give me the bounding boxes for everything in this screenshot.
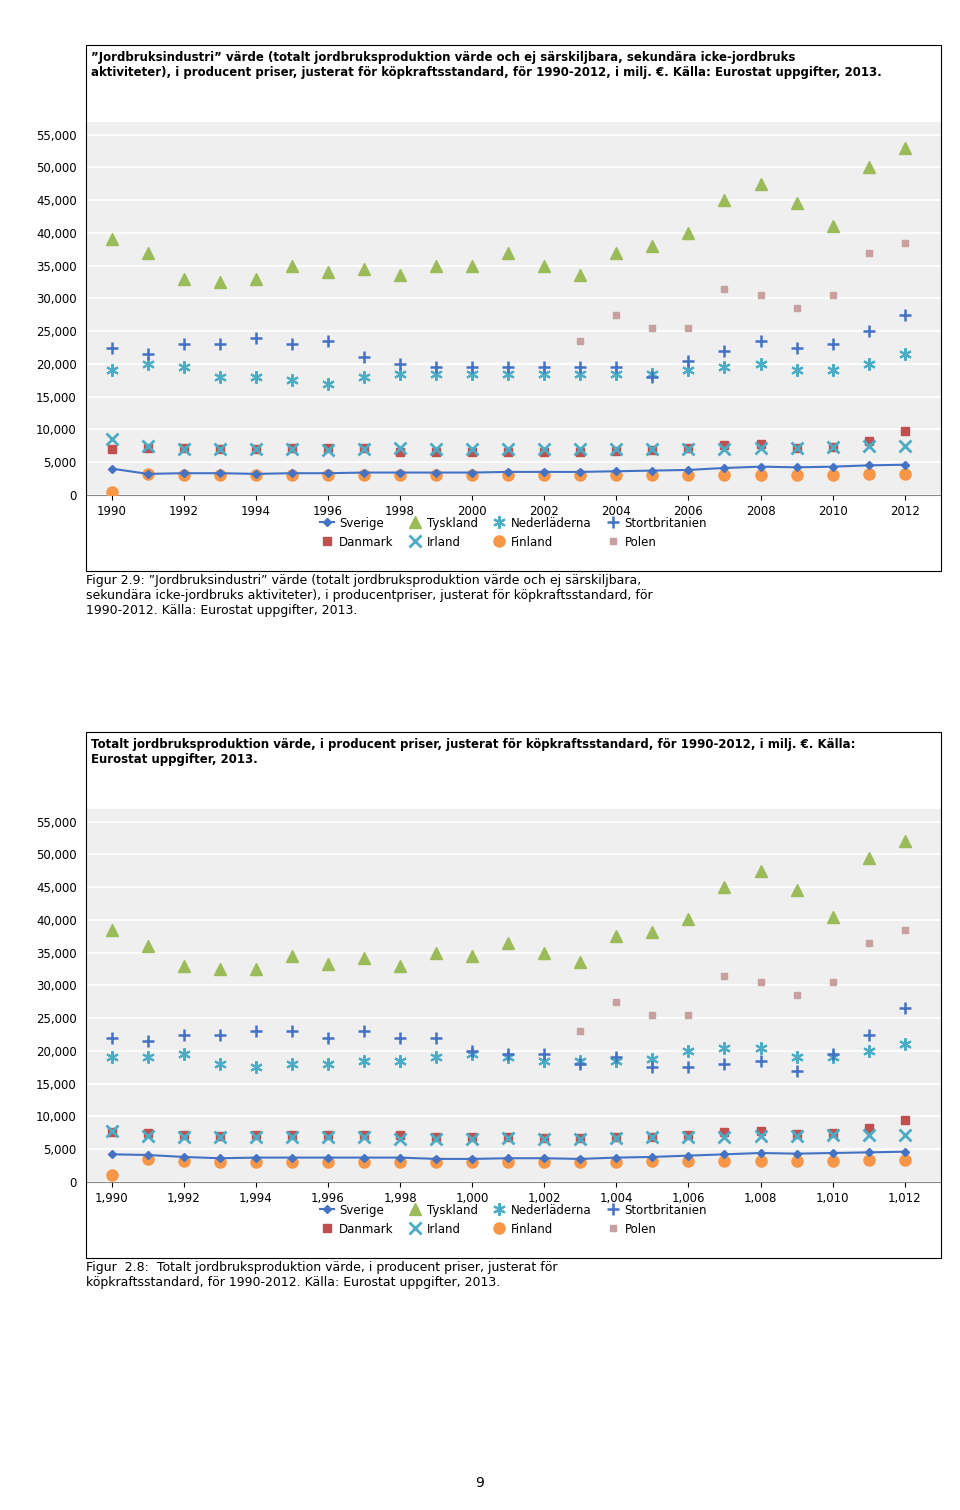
Legend: Sverige, Danmark, Tyskland, Irland, Nederläderna, Finland, Stortbritanien, Polen: Sverige, Danmark, Tyskland, Irland, Nede… [321, 516, 707, 550]
Text: Figur  2.8:  Totalt jordbruksproduktion värde, i producent priser, justerat för
: Figur 2.8: Totalt jordbruksproduktion vä… [86, 1261, 558, 1290]
Legend: Sverige, Danmark, Tyskland, Irland, Nederläderna, Finland, Stortbritanien, Polen: Sverige, Danmark, Tyskland, Irland, Nede… [321, 1203, 707, 1237]
Text: Figur 2.9: ”Jordbruksindustri” värde (totalt jordbruksproduktion värde och ej sä: Figur 2.9: ”Jordbruksindustri” värde (to… [86, 574, 653, 618]
Text: ”Jordbruksindustri” värde (totalt jordbruksproduktion värde och ej särskiljbara,: ”Jordbruksindustri” värde (totalt jordbr… [91, 51, 882, 80]
Text: 9: 9 [475, 1475, 485, 1490]
Text: Totalt jordbruksproduktion värde, i producent priser, justerat för köpkraftsstan: Totalt jordbruksproduktion värde, i prod… [91, 738, 855, 767]
